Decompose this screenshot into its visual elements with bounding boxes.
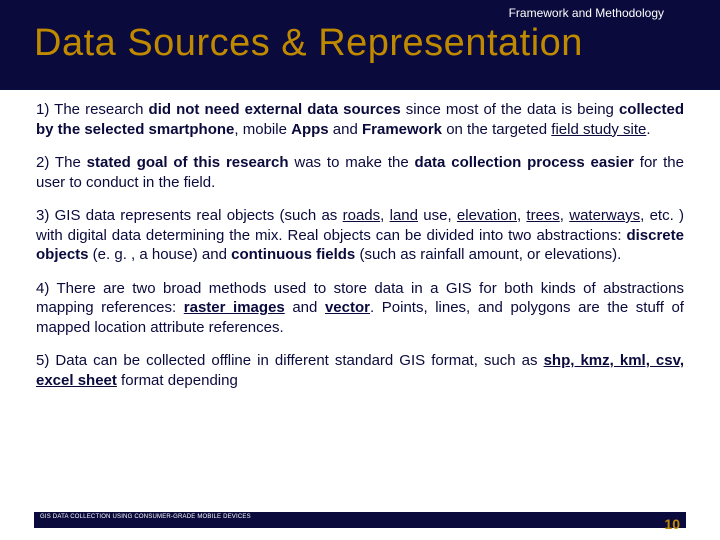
bullet-5: 5) Data can be collected offline in diff… — [36, 351, 684, 390]
text-run: . — [646, 121, 650, 138]
text-run: continuous fields — [231, 246, 355, 263]
page-number: 10 — [664, 516, 680, 532]
text-run: format depending — [117, 372, 238, 389]
footer-text: GIS DATA COLLECTION USING CONSUMER-GRADE… — [40, 514, 251, 520]
text-run: raster images — [184, 299, 285, 316]
text-run: Apps — [291, 121, 329, 138]
bullet-number: 5) — [36, 352, 49, 369]
header-subtitle: Framework and Methodology — [509, 6, 664, 20]
text-run: The — [49, 154, 86, 171]
text-run: and — [329, 121, 362, 138]
text-run: Data can be collected offline in differe… — [49, 352, 543, 369]
bullet-1: 1) The research did not need external da… — [36, 100, 684, 139]
text-run: was to make the — [289, 154, 415, 171]
text-run: , — [560, 207, 569, 224]
text-run: GIS data represents real objects (such a… — [49, 207, 342, 224]
text-run: , mobile — [234, 121, 291, 138]
text-run: elevation — [457, 207, 517, 224]
text-run: (such as rainfall amount, or elevations)… — [355, 246, 621, 263]
bullet-3: 3) GIS data represents real objects (suc… — [36, 206, 684, 265]
bullet-4: 4) There are two broad methods used to s… — [36, 279, 684, 338]
header-title: Data Sources & Representation — [34, 22, 583, 65]
slide-footer: GIS DATA COLLECTION USING CONSUMER-GRADE… — [0, 512, 720, 534]
text-run: , — [517, 207, 526, 224]
bullet-2: 2) The stated goal of this research was … — [36, 153, 684, 192]
text-run: field study site — [551, 121, 646, 138]
text-run: stated goal of this research — [87, 154, 289, 171]
text-run: trees — [526, 207, 559, 224]
text-run: vector — [325, 299, 370, 316]
text-run: did not need external data sources — [149, 101, 401, 118]
text-run: The research — [49, 101, 148, 118]
text-run: on the targeted — [442, 121, 551, 138]
text-run: , — [380, 207, 389, 224]
slide-header: Framework and Methodology Data Sources &… — [0, 0, 720, 90]
text-run: data collection process easier — [415, 154, 634, 171]
text-run: (e. g. , a house) and — [89, 246, 232, 263]
text-run: and — [285, 299, 325, 316]
text-run: roads — [343, 207, 381, 224]
text-run: land — [390, 207, 418, 224]
bullet-number: 1) — [36, 101, 49, 118]
bullet-number: 2) — [36, 154, 49, 171]
text-run: waterways — [569, 207, 640, 224]
text-run: since most of the data is being — [401, 101, 619, 118]
text-run: use, — [418, 207, 457, 224]
bullet-number: 4) — [36, 280, 49, 297]
slide-body: 1) The research did not need external da… — [36, 100, 684, 404]
bullet-number: 3) — [36, 207, 49, 224]
text-run: Framework — [362, 121, 442, 138]
